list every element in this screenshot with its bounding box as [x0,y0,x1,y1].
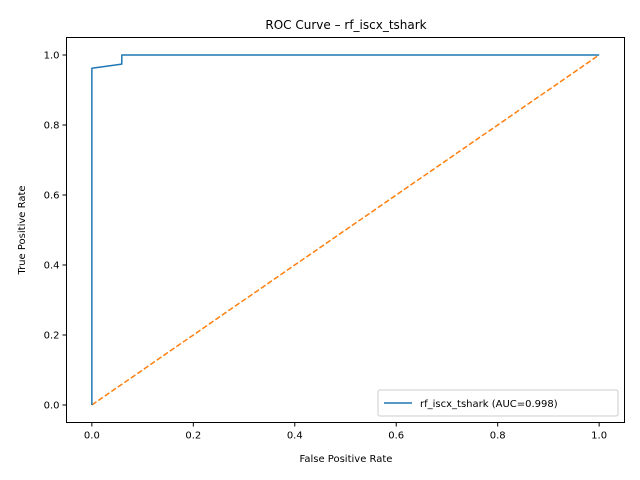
chart-title: ROC Curve – rf_iscx_tshark [265,18,426,32]
x-tick-label: 0.2 [185,431,201,442]
x-axis-label: False Positive Rate [300,454,393,465]
legend: rf_iscx_tshark (AUC=0.998) [377,389,619,417]
y-tick-label: 0.8 [44,121,60,132]
x-tick-label: 0.6 [388,431,404,442]
legend-label: rf_iscx_tshark (AUC=0.998) [420,399,558,410]
legend-box [377,389,619,417]
y-tick-label: 0.6 [44,191,60,202]
axis-ticks: 0.0 0.2 0.4 0.6 0.8 1.0 0.0 0.2 0.4 0.6 0.8 1.0 [44,51,607,442]
x-tick-label: 1.0 [591,431,607,442]
y-tick-label: 0.4 [44,261,60,272]
series-layer [91,54,600,406]
x-tick-label: 0.4 [287,431,303,442]
y-tick-label: 0.0 [44,401,60,412]
y-tick-label: 1.0 [44,51,60,62]
chance-diagonal-line [91,54,600,406]
plot-frame [66,37,625,423]
roc-curve-line [91,54,600,405]
x-tick-label: 0.8 [490,431,506,442]
x-tick-label: 0.0 [84,431,100,442]
y-tick-label: 0.2 [44,331,60,342]
y-axis-label: True Positive Rate [17,185,28,275]
